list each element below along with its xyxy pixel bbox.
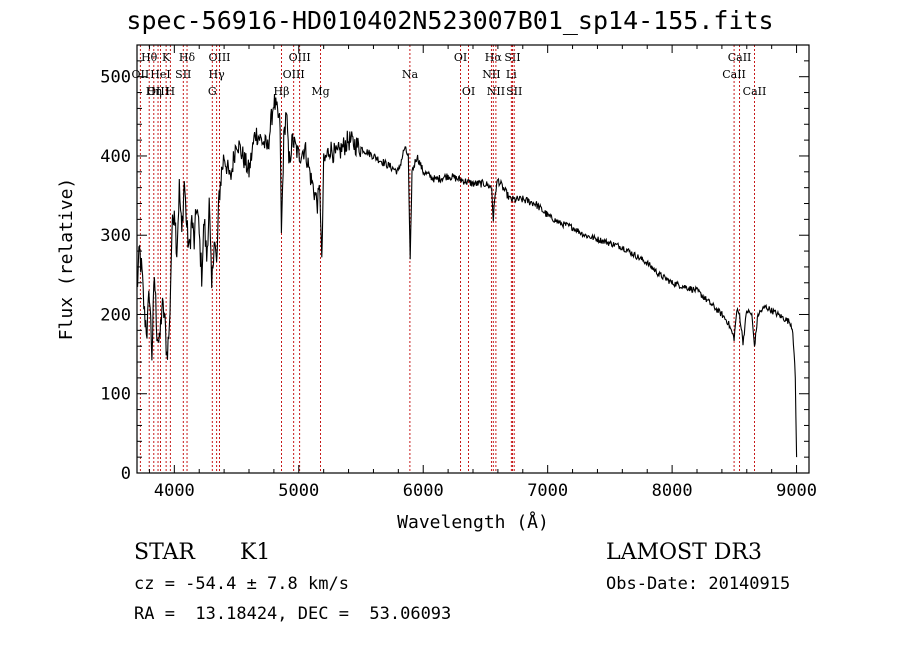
- y-tick-label-3: 300: [100, 226, 131, 246]
- line-label-23: Li: [506, 68, 517, 81]
- chart-title: spec-56916-HD010402N523007B01_sp14-155.f…: [126, 6, 774, 35]
- line-label-8: Hδ: [179, 51, 196, 64]
- line-label-27: CaII: [743, 85, 767, 98]
- spectral-line-markers: Hθ OII OIII HeI K Hη H SII Hδ OIII Hγ G Hβ OIII OIII Mg…: [132, 45, 767, 473]
- line-label-11: G: [208, 85, 217, 98]
- y-tick-label-5: 500: [100, 68, 131, 88]
- line-label-21: NII: [487, 85, 505, 98]
- line-label-6: H: [166, 85, 176, 98]
- y-tick-label-1: 100: [100, 385, 131, 405]
- line-label-4: K: [162, 51, 171, 64]
- x-axis-label: Wavelength (Å): [397, 511, 549, 533]
- coordinates: RA = 13.18424, DEC = 53.06093: [134, 604, 452, 624]
- y-axis-label: Flux (relative): [56, 178, 77, 341]
- y-tick-label-0: 0: [121, 464, 131, 484]
- y-tick-label-2: 200: [100, 305, 131, 325]
- x-tick-label-4: 8000: [652, 481, 693, 501]
- line-label-13: OIII: [283, 68, 305, 81]
- redshift-info: cz = -54.4 ± 7.8 km/s: [134, 574, 349, 594]
- x-tick-label-5: 9000: [776, 481, 817, 501]
- flux-line: [136, 93, 798, 458]
- x-tick-label-0: 4000: [154, 481, 195, 501]
- line-label-16: Na: [402, 68, 419, 81]
- line-label-24: SII: [506, 85, 522, 98]
- line-label-9: OIII: [208, 51, 230, 64]
- line-label-1: OII: [132, 68, 150, 81]
- line-label-15: Mg: [311, 85, 329, 98]
- line-label-12: Hβ: [274, 85, 290, 98]
- survey-name: LAMOST DR3: [606, 540, 762, 565]
- line-label-17: OI: [454, 51, 467, 64]
- line-label-10: Hγ: [209, 68, 226, 81]
- x-tick-label-1: 5000: [278, 481, 319, 501]
- line-label-3: HeI: [150, 68, 170, 81]
- line-label-20: NII: [482, 68, 500, 81]
- plot-frame: [136, 44, 810, 474]
- line-label-26: CaII: [722, 68, 746, 81]
- line-label-25: CaII: [728, 51, 752, 64]
- object-subclass: K1: [240, 540, 271, 565]
- line-label-18: OI: [462, 85, 475, 98]
- line-label-14: OIII: [289, 51, 311, 64]
- axis-ticks: 4000 5000 6000 7000 8000 9000 0 100 200 300 400 500: [100, 45, 817, 501]
- line-label-5: Hη: [146, 85, 162, 98]
- observation-date: Obs-Date: 20140915: [606, 574, 791, 594]
- x-tick-label-3: 7000: [527, 481, 568, 501]
- line-label-0: Hθ: [141, 51, 158, 64]
- line-label-22: SII: [504, 51, 520, 64]
- line-label-7: SII: [175, 68, 191, 81]
- x-tick-label-2: 6000: [403, 481, 444, 501]
- line-label-19: Hα: [485, 51, 503, 64]
- line-label-2: OIII: [147, 85, 169, 98]
- flux-series: [136, 93, 798, 458]
- object-class: STAR: [134, 540, 195, 565]
- y-tick-label-4: 400: [100, 147, 131, 167]
